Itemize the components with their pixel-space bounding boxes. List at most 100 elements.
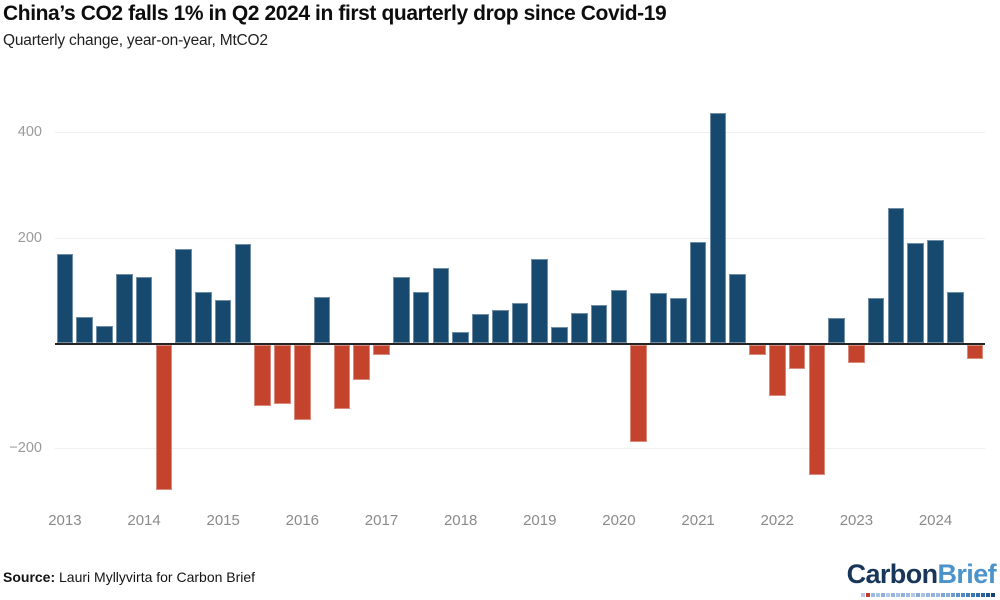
x-axis-year-label: 2016 xyxy=(285,512,320,529)
logo-pixel xyxy=(931,593,935,597)
bar[interactable] xyxy=(234,243,252,344)
y-axis-tick-label: 200 xyxy=(17,229,42,246)
bar[interactable] xyxy=(491,309,509,344)
y-axis-tick-label: −200 xyxy=(9,440,42,457)
carbonbrief-logo: CarbonBrief xyxy=(846,559,997,590)
logo-pixel xyxy=(951,593,955,597)
source-note: Source: Lauri Myllyvirta for Carbon Brie… xyxy=(3,569,255,585)
bar[interactable] xyxy=(571,313,588,344)
bar[interactable] xyxy=(353,344,370,381)
x-axis-year-label: 2015 xyxy=(206,512,240,529)
bar[interactable] xyxy=(412,291,430,344)
logo-pixel xyxy=(916,593,920,597)
bar[interactable] xyxy=(947,291,964,344)
bar[interactable] xyxy=(927,240,944,344)
x-axis-year-label: 2017 xyxy=(364,512,399,529)
bar[interactable] xyxy=(650,293,667,344)
gridline xyxy=(55,448,985,450)
bar[interactable] xyxy=(749,344,766,356)
bar[interactable] xyxy=(96,326,113,344)
bar[interactable] xyxy=(76,317,93,344)
x-axis-year-label: 2020 xyxy=(602,512,636,529)
logo-pixel xyxy=(871,593,875,597)
bar[interactable] xyxy=(511,302,529,344)
logo-pixel xyxy=(886,593,890,597)
bar[interactable] xyxy=(966,344,984,360)
bar[interactable] xyxy=(808,344,826,476)
bar[interactable] xyxy=(551,326,568,344)
bar[interactable] xyxy=(432,268,450,344)
logo-pixel xyxy=(861,593,865,597)
bar[interactable] xyxy=(768,344,786,397)
logo-pixel xyxy=(976,593,980,597)
bar[interactable] xyxy=(294,344,311,421)
logo-pixel xyxy=(961,593,965,597)
logo-pixel xyxy=(941,593,945,597)
logo-pixel xyxy=(956,593,960,597)
logo-pixel xyxy=(991,593,995,597)
logo-pixel xyxy=(901,593,905,597)
gridline xyxy=(55,132,985,134)
page-title: China’s CO2 falls 1% in Q2 2024 in first… xyxy=(3,2,667,25)
logo-pixel xyxy=(876,593,880,597)
x-axis-year-label: 2013 xyxy=(48,512,82,529)
x-axis-year-label: 2023 xyxy=(839,512,874,529)
logo-pixel xyxy=(891,593,895,597)
bar[interactable] xyxy=(907,242,925,344)
logo-pixel xyxy=(981,593,985,597)
bar[interactable] xyxy=(56,253,74,344)
x-axis-year-label: 2022 xyxy=(760,512,794,529)
bar[interactable] xyxy=(610,289,628,344)
source-label: Source: xyxy=(3,569,56,585)
bar[interactable] xyxy=(452,331,469,344)
zero-baseline xyxy=(55,342,985,345)
logo-pixel xyxy=(946,593,950,597)
bar[interactable] xyxy=(729,274,746,344)
bar[interactable] xyxy=(195,291,212,344)
bar[interactable] xyxy=(788,344,806,370)
bar[interactable] xyxy=(590,304,608,344)
bar[interactable] xyxy=(887,207,905,344)
logo-pixel xyxy=(896,593,900,597)
bar[interactable] xyxy=(254,344,272,407)
logo-carbon: Carbon xyxy=(846,559,939,589)
bar[interactable] xyxy=(630,344,648,442)
logo-pixel xyxy=(866,593,870,597)
bar[interactable] xyxy=(135,277,153,344)
bar[interactable] xyxy=(373,344,390,355)
bar[interactable] xyxy=(689,241,707,344)
logo-pixel xyxy=(926,593,930,597)
x-axis-year-label: 2021 xyxy=(681,512,715,529)
bar[interactable] xyxy=(214,299,232,344)
logo-pixel xyxy=(936,593,940,597)
logo-pixel-strip xyxy=(861,593,995,600)
bar[interactable] xyxy=(848,344,865,364)
logo-pixel xyxy=(906,593,910,597)
logo-pixel xyxy=(986,593,990,597)
bar[interactable] xyxy=(472,313,489,344)
y-axis-tick-label: 400 xyxy=(17,124,42,141)
bar[interactable] xyxy=(274,344,291,404)
x-axis-year-label: 2019 xyxy=(523,512,557,529)
bar[interactable] xyxy=(828,318,845,344)
bar[interactable] xyxy=(531,259,549,344)
bar[interactable] xyxy=(115,273,133,344)
bar[interactable] xyxy=(175,249,192,344)
bar[interactable] xyxy=(392,277,410,344)
logo-pixel xyxy=(966,593,970,597)
logo-pixel xyxy=(881,593,885,597)
logo-pixel xyxy=(911,593,915,597)
page-subtitle: Quarterly change, year-on-year, MtCO2 xyxy=(3,32,268,49)
logo-pixel xyxy=(921,593,925,597)
bar[interactable] xyxy=(709,113,727,344)
bar[interactable] xyxy=(867,297,885,344)
x-axis-year-label: 2014 xyxy=(127,512,161,529)
gridline xyxy=(55,237,985,239)
x-axis-year-label: 2018 xyxy=(443,512,478,529)
bar[interactable] xyxy=(155,344,173,490)
bar[interactable] xyxy=(333,344,351,409)
bar[interactable] xyxy=(669,298,687,344)
bar[interactable] xyxy=(313,297,331,344)
logo-pixel xyxy=(971,593,975,597)
